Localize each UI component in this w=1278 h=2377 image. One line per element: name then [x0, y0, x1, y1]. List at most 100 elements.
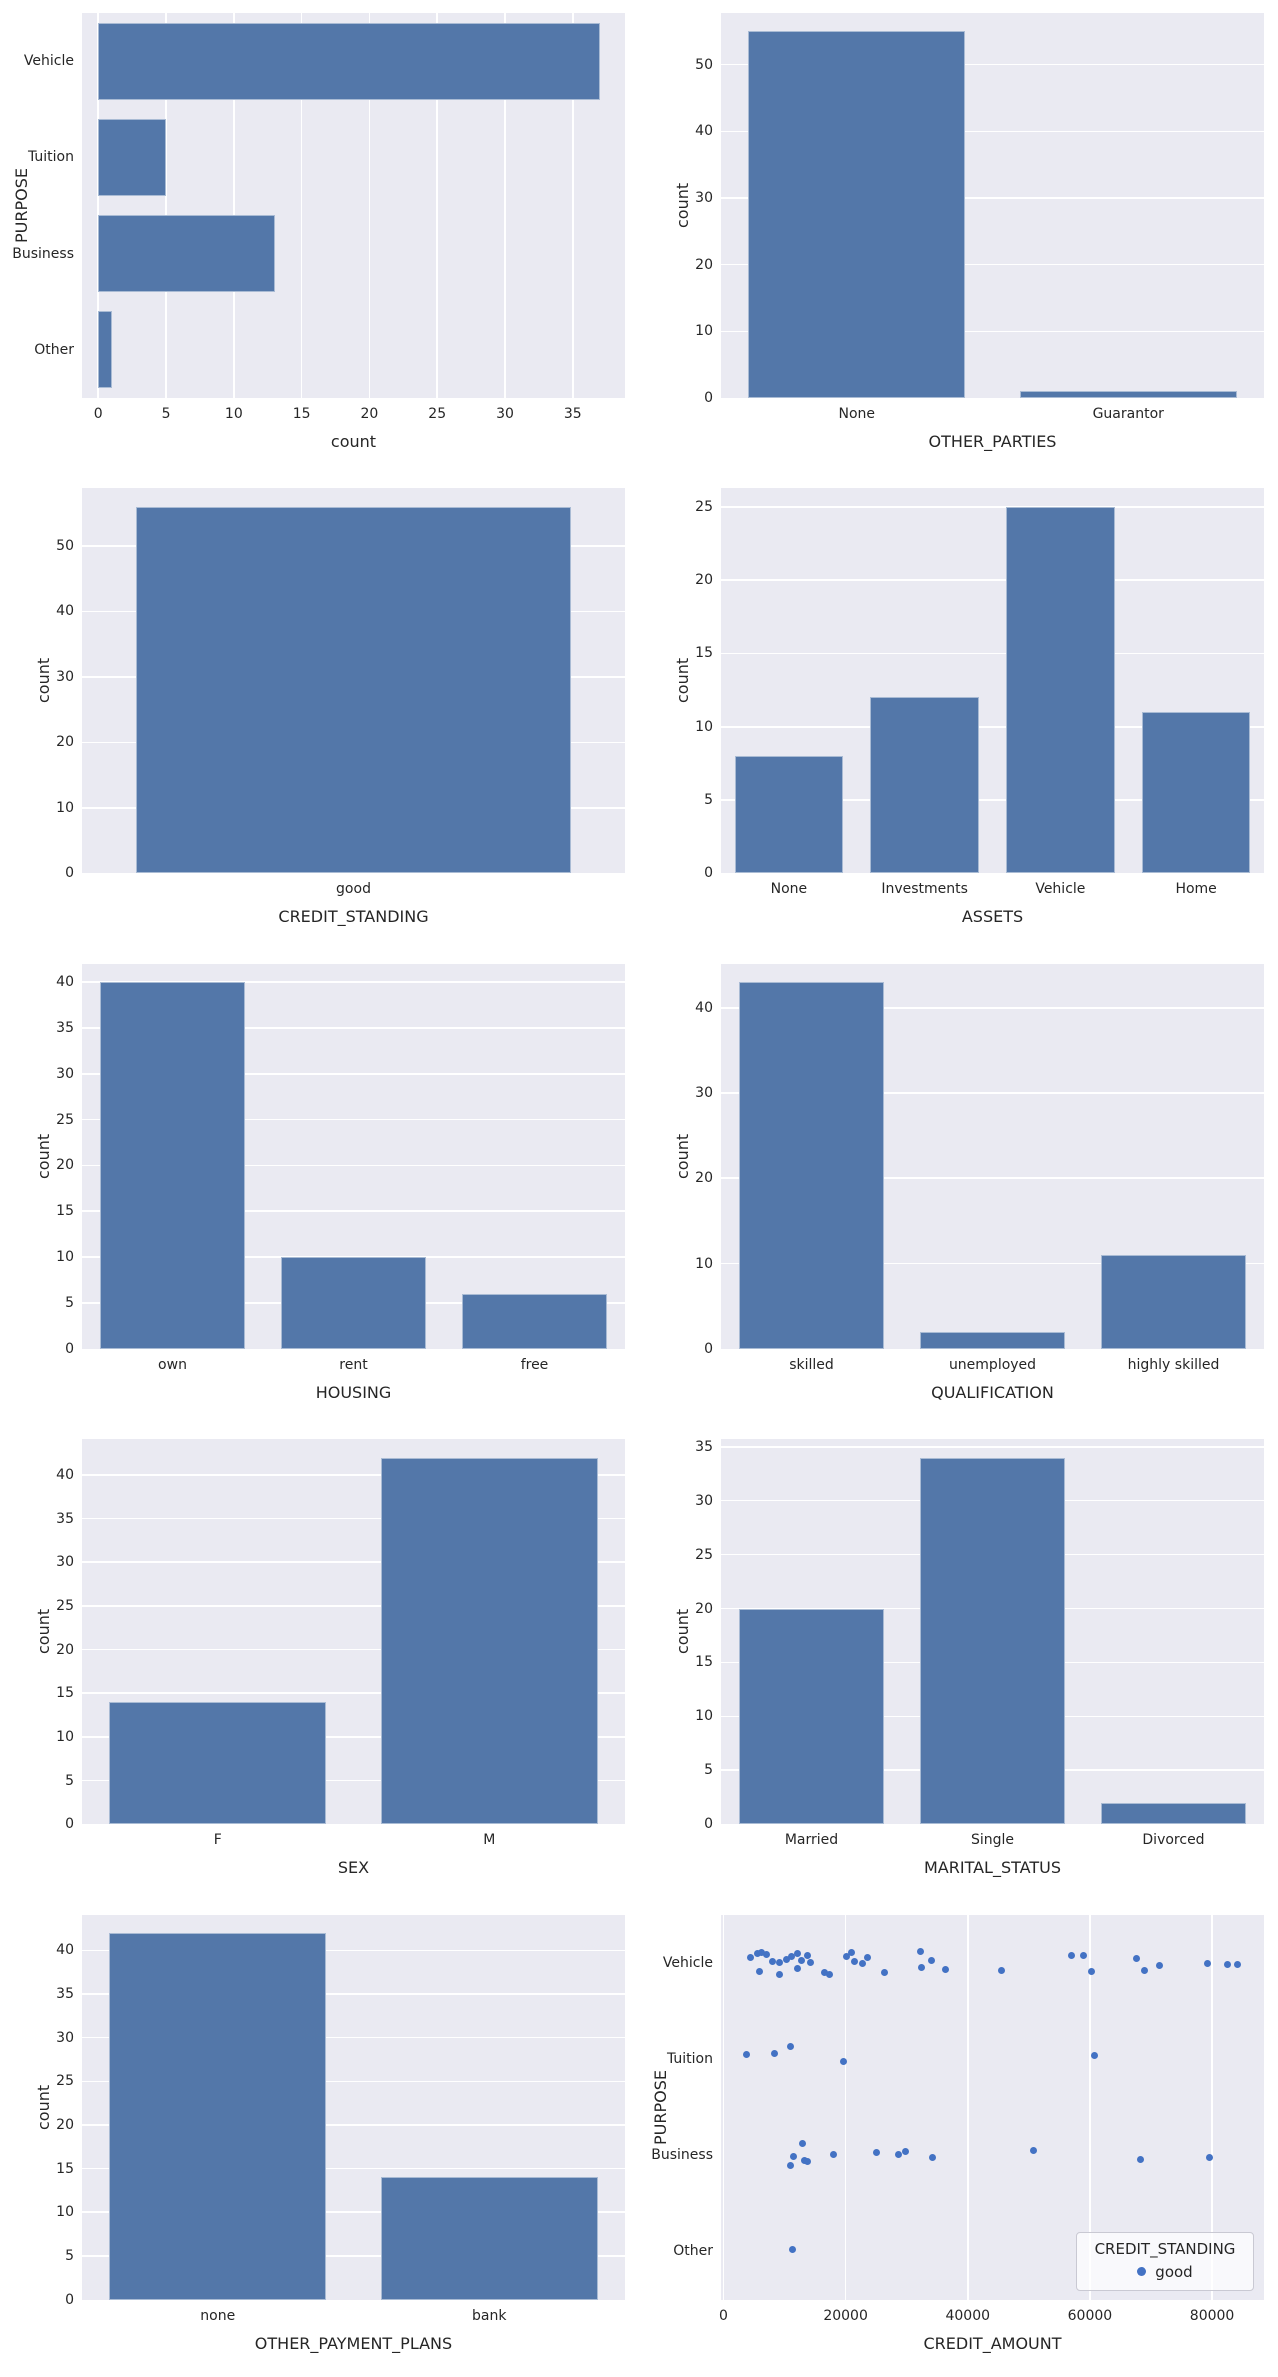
gridline — [722, 1914, 725, 2300]
plot-area — [82, 1439, 625, 1825]
bar-own — [100, 982, 245, 1349]
y-tick-label: 15 — [695, 645, 713, 662]
gridline — [721, 652, 1264, 655]
x-tick-label: none — [200, 2307, 236, 2324]
x-axis-label: OTHER_PAYMENT_PLANS — [254, 2333, 453, 2353]
chart-credit-standing: CREDIT_STANDING count 0 10 20 30 40 50 good — [0, 475, 639, 950]
y-tick-label: 30 — [695, 1492, 713, 1509]
gridline — [721, 330, 1264, 333]
gridline — [436, 13, 438, 398]
x-tick-label: Guarantor — [1092, 406, 1164, 422]
bar-none — [748, 31, 966, 398]
gridline — [82, 1118, 625, 1121]
scatter-point — [786, 2162, 794, 2170]
y-tick-label: 30 — [695, 190, 713, 206]
y-tick-label: Tuition — [666, 2050, 713, 2067]
scatter-point — [768, 1958, 776, 1966]
gridline — [368, 13, 371, 398]
y-tick-label: 20 — [695, 572, 713, 589]
scatter-point — [1068, 1951, 1076, 1959]
y-tick-label: 10 — [695, 1255, 713, 1272]
x-tick-label: highly skilled — [1127, 1356, 1220, 1373]
gridline — [721, 725, 1264, 728]
gridline — [844, 1914, 847, 2300]
scatter-point — [786, 2042, 794, 2050]
scatter-point — [1140, 1966, 1148, 1974]
y-tick-label: 20 — [56, 734, 74, 751]
scatter-point — [916, 1947, 924, 1955]
bar-married — [739, 1608, 884, 1825]
gridline — [82, 1561, 625, 1564]
plot-area — [82, 1914, 625, 2300]
gridline — [82, 1027, 625, 1029]
y-tick-label: 0 — [704, 1816, 713, 1833]
x-axis-label: CREDIT_AMOUNT — [923, 2333, 1062, 2353]
scatter-point — [775, 1959, 783, 1967]
scatter-point — [1205, 2153, 1213, 2161]
gridline — [721, 579, 1264, 581]
x-tick-label: Divorced — [1142, 1832, 1205, 1849]
plot-area — [82, 488, 625, 874]
y-axis-label: count — [34, 1609, 53, 1655]
bar-rent — [281, 1257, 426, 1349]
gridline — [721, 1262, 1264, 1265]
y-tick-label: 5 — [704, 792, 713, 809]
bar-guarantor — [1019, 391, 1237, 398]
y-tick-label: 10 — [56, 2204, 74, 2221]
bar-tuition — [98, 118, 167, 196]
scatter-point — [1088, 1967, 1096, 1975]
scatter-point — [770, 2049, 778, 2057]
gridline — [1089, 1914, 1091, 2300]
bar-divorced — [1101, 1802, 1246, 1825]
y-tick-label: 0 — [65, 1816, 74, 1833]
scatter-point — [790, 2152, 798, 2160]
chart-qualification: QUALIFICATION count 0 10 20 30 40 skilled unempl… — [639, 951, 1278, 1426]
gridline — [82, 1474, 625, 1476]
y-tick-label: 20 — [695, 256, 713, 273]
gridline — [82, 1605, 625, 1607]
scatter-point — [895, 2150, 903, 2158]
x-tick-label: 40000 — [945, 2307, 991, 2324]
y-tick-label: 25 — [56, 1597, 74, 1614]
scatter-point — [1156, 1962, 1164, 1970]
legend-title: CREDIT_STANDING — [1094, 2239, 1236, 2258]
gridline — [82, 981, 625, 983]
scatter-point — [1091, 2051, 1099, 2059]
gridline — [82, 1736, 625, 1738]
scatter-point — [941, 1965, 949, 1973]
y-tick-label: 0 — [65, 865, 74, 882]
bar-m — [380, 1457, 598, 1825]
scatter-point — [864, 1954, 872, 1962]
y-tick-label: 40 — [56, 603, 74, 620]
y-tick-label: 50 — [56, 538, 74, 554]
plot-area — [721, 963, 1264, 1349]
y-tick-label: 0 — [704, 1340, 713, 1357]
gridline — [82, 1210, 625, 1213]
gridline — [721, 130, 1264, 133]
scatter-point — [997, 1966, 1005, 1974]
y-tick-label: Other — [34, 341, 74, 358]
gridline — [97, 13, 100, 398]
x-tick-label: 15 — [292, 406, 311, 422]
x-tick-label: Married — [784, 1832, 839, 1849]
y-tick-label: 15 — [695, 1654, 713, 1671]
y-tick-label: 5 — [704, 1762, 713, 1779]
x-tick-label: 20 — [360, 406, 379, 422]
scatter-point — [798, 1957, 806, 1965]
scatter-point — [1080, 1952, 1088, 1960]
x-axis-label: QUALIFICATION — [931, 1382, 1054, 1402]
y-tick-label: Business — [651, 2147, 713, 2164]
y-tick-label: 30 — [695, 1084, 713, 1101]
scatter-point — [758, 1948, 766, 1956]
scatter-point — [1132, 1955, 1140, 1963]
gridline — [165, 13, 167, 398]
plot-area — [82, 13, 625, 398]
gridline — [82, 2211, 625, 2214]
gridline — [82, 2036, 625, 2039]
scatter-point — [803, 1952, 811, 1960]
scatter-point — [1233, 1961, 1241, 1969]
y-tick-label: 25 — [56, 2073, 74, 2090]
y-tick-label: 35 — [56, 1986, 74, 2003]
bar-good — [136, 506, 571, 874]
y-tick-label: 10 — [56, 1249, 74, 1266]
